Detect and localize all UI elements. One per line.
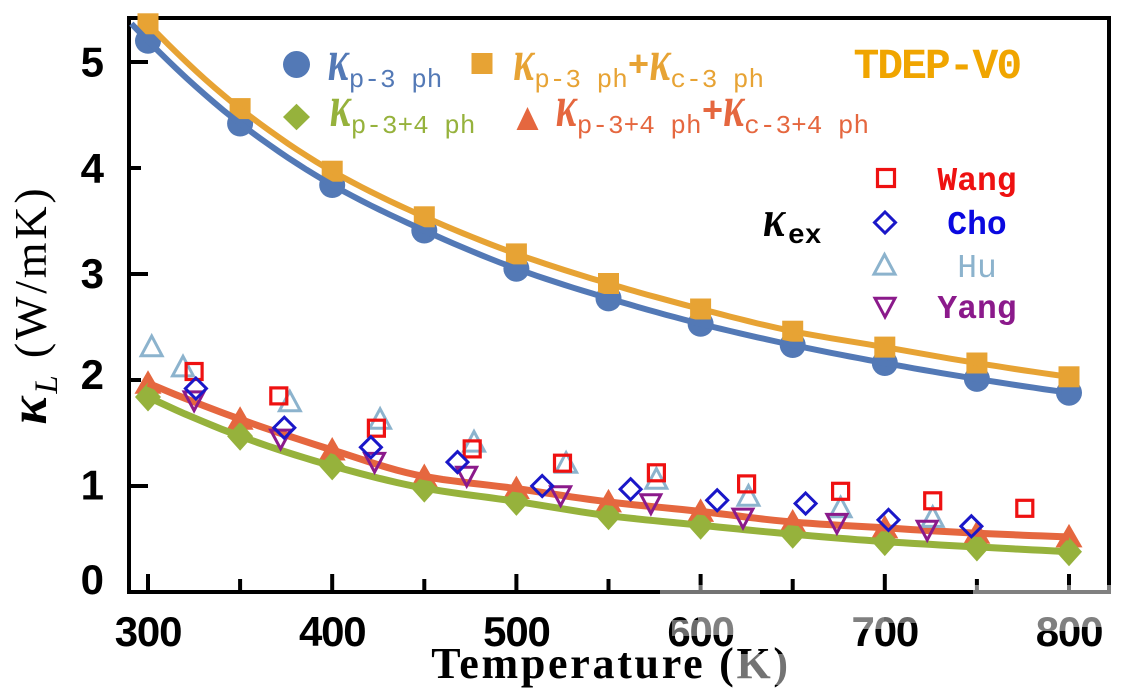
svg-text:p-3 ph: p-3 ph (349, 65, 443, 95)
svg-text:Temperature (K): Temperature (K) (431, 639, 790, 688)
svg-text:400: 400 (299, 608, 365, 655)
svg-text:1: 1 (81, 462, 104, 509)
svg-text:c-3+4 ph: c-3+4 ph (744, 111, 869, 141)
svg-text:Hu: Hu (957, 250, 997, 287)
svg-text:Cho: Cho (947, 207, 1006, 244)
svg-text:300: 300 (115, 608, 181, 655)
svg-text:κ: κ (556, 73, 578, 138)
svg-text:+: + (628, 46, 650, 87)
svg-text:κ: κ (763, 191, 786, 248)
svg-text:κ: κ (723, 73, 745, 138)
svg-text:κ: κ (513, 27, 535, 92)
svg-text:TDEP-V0: TDEP-V0 (854, 42, 1021, 91)
svg-text:κL (W/mK): κL (W/mK) (0, 186, 65, 425)
svg-text:+: + (702, 92, 724, 133)
svg-text:5: 5 (81, 39, 104, 86)
svg-text:κ: κ (330, 73, 352, 138)
svg-text:2: 2 (81, 351, 104, 398)
svg-text:κ: κ (650, 27, 672, 92)
svg-text:500: 500 (483, 608, 549, 655)
svg-text:0: 0 (81, 556, 104, 603)
svg-text:κ: κ (328, 27, 350, 92)
svg-text:ex: ex (788, 221, 822, 252)
svg-text:4: 4 (81, 145, 105, 192)
svg-text:p-3 ph: p-3 ph (534, 65, 628, 95)
svg-text:p-3+4 ph: p-3+4 ph (577, 111, 702, 141)
svg-text:c-3 ph: c-3 ph (671, 65, 765, 95)
svg-text:Yang: Yang (937, 291, 1016, 328)
svg-text:Wang: Wang (937, 163, 1016, 200)
svg-text:p-3+4 ph: p-3+4 ph (351, 111, 476, 141)
svg-text:3: 3 (81, 250, 104, 297)
